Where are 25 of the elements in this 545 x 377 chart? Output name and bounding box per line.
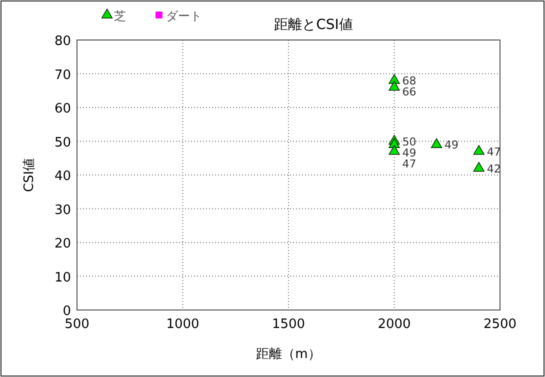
data-label: 66 [402,86,416,98]
y-tick-label: 40 [54,169,71,184]
legend-label: ダート [166,9,202,23]
y-axis-title: CSI値 [22,158,37,192]
x-tick-label: 2000 [378,317,411,332]
y-tick-label: 30 [54,202,71,218]
y-tick-label: 50 [54,135,71,150]
y-tick-label: 80 [54,34,71,49]
x-tick-label: 500 [64,317,90,332]
data-label: 49 [444,138,459,152]
data-label: 47 [402,157,416,170]
y-tick-label: 10 [54,270,71,286]
y-tick-label: 70 [54,68,71,83]
data-label: 49 [402,146,416,160]
chart-title: 距離とCSI値 [274,17,353,33]
legend-label: 芝 [114,9,126,23]
y-tick-label: 0 [62,304,71,319]
x-tick-label: 2500 [483,317,517,332]
x-tick-label: 1500 [272,317,306,332]
data-label: 68 [402,74,416,88]
y-tick-label: 60 [54,102,71,116]
y-tick-label: 20 [54,236,71,252]
x-axis-title: 距離（m） [256,347,321,362]
x-tick-label: 1000 [166,317,200,332]
data-label: 50 [402,135,416,148]
